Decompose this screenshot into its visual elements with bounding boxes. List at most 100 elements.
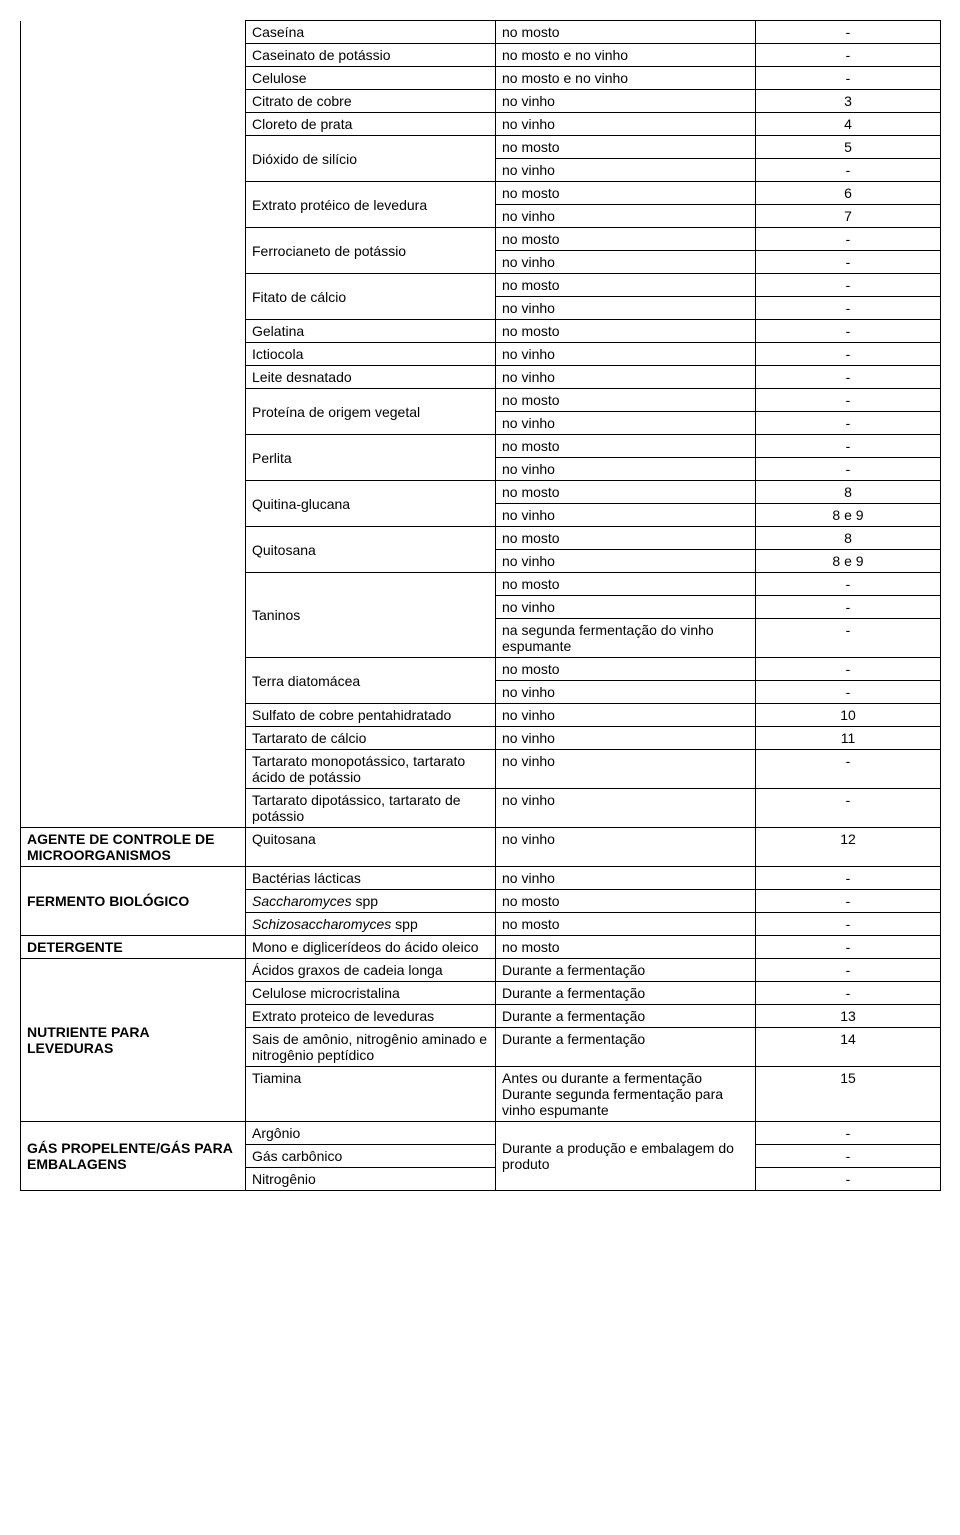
substance-cell: Quitosana bbox=[246, 828, 496, 867]
usage-cell: no mosto bbox=[496, 527, 756, 550]
usage-cell: Durante a produção e embalagem do produt… bbox=[496, 1122, 756, 1191]
substance-cell: Mono e diglicerídeos do ácido oleico bbox=[246, 936, 496, 959]
substance-cell: Terra diatomácea bbox=[246, 658, 496, 704]
category-cell bbox=[21, 21, 246, 828]
usage-cell: no mosto bbox=[496, 913, 756, 936]
substance-cell: Extrato proteico de leveduras bbox=[246, 1005, 496, 1028]
usage-cell: no vinho bbox=[496, 681, 756, 704]
note-cell: - bbox=[756, 658, 941, 681]
usage-cell: no vinho bbox=[496, 727, 756, 750]
usage-cell: no mosto bbox=[496, 890, 756, 913]
usage-cell: no vinho bbox=[496, 412, 756, 435]
substance-cell: Caseína bbox=[246, 21, 496, 44]
note-cell: 8 e 9 bbox=[756, 550, 941, 573]
table-row: Caseínano mosto- bbox=[21, 21, 941, 44]
note-cell: - bbox=[756, 913, 941, 936]
usage-cell: no mosto bbox=[496, 228, 756, 251]
substance-cell: Ferrocianeto de potássio bbox=[246, 228, 496, 274]
note-cell: - bbox=[756, 21, 941, 44]
note-cell: - bbox=[756, 458, 941, 481]
substance-table: Caseínano mosto-Caseinato de potássiono … bbox=[20, 20, 941, 1191]
note-cell: - bbox=[756, 867, 941, 890]
substance-cell: Quitosana bbox=[246, 527, 496, 573]
note-cell: - bbox=[756, 274, 941, 297]
note-cell: - bbox=[756, 573, 941, 596]
substance-cell: Tartarato dipotássico, tartarato de potá… bbox=[246, 789, 496, 828]
usage-cell: no vinho bbox=[496, 90, 756, 113]
note-cell: - bbox=[756, 251, 941, 274]
note-cell: - bbox=[756, 619, 941, 658]
note-cell: - bbox=[756, 389, 941, 412]
usage-cell: no vinho bbox=[496, 789, 756, 828]
note-cell: - bbox=[756, 789, 941, 828]
note-cell: - bbox=[756, 435, 941, 458]
usage-cell: no vinho bbox=[496, 458, 756, 481]
note-cell: 3 bbox=[756, 90, 941, 113]
note-cell: - bbox=[756, 1168, 941, 1191]
usage-cell: no vinho bbox=[496, 704, 756, 727]
note-cell: - bbox=[756, 412, 941, 435]
usage-cell: no vinho bbox=[496, 550, 756, 573]
substance-cell: Sulfato de cobre pentahidratado bbox=[246, 704, 496, 727]
substance-cell: Ácidos graxos de cadeia longa bbox=[246, 959, 496, 982]
note-cell: 11 bbox=[756, 727, 941, 750]
note-cell: - bbox=[756, 1145, 941, 1168]
note-cell: - bbox=[756, 44, 941, 67]
note-cell: - bbox=[756, 681, 941, 704]
note-cell: - bbox=[756, 750, 941, 789]
substance-cell: Nitrogênio bbox=[246, 1168, 496, 1191]
substance-cell: Perlita bbox=[246, 435, 496, 481]
note-cell: - bbox=[756, 596, 941, 619]
note-cell: 7 bbox=[756, 205, 941, 228]
note-cell: - bbox=[756, 366, 941, 389]
usage-cell: no mosto bbox=[496, 136, 756, 159]
note-cell: 15 bbox=[756, 1067, 941, 1122]
table-row: FERMENTO BIOLÓGICOBactérias lácticasno v… bbox=[21, 867, 941, 890]
substance-cell: Caseinato de potássio bbox=[246, 44, 496, 67]
note-cell: - bbox=[756, 936, 941, 959]
usage-cell: no vinho bbox=[496, 113, 756, 136]
substance-cell: Leite desnatado bbox=[246, 366, 496, 389]
note-cell: - bbox=[756, 297, 941, 320]
substance-cell: Proteína de origem vegetal bbox=[246, 389, 496, 435]
note-cell: - bbox=[756, 343, 941, 366]
usage-cell: no vinho bbox=[496, 596, 756, 619]
usage-cell: no mosto bbox=[496, 389, 756, 412]
substance-cell: Taninos bbox=[246, 573, 496, 658]
substance-cell: Tartarato monopotássico, tartarato ácido… bbox=[246, 750, 496, 789]
note-cell: 12 bbox=[756, 828, 941, 867]
substance-cell: Bactérias lácticas bbox=[246, 867, 496, 890]
note-cell: 4 bbox=[756, 113, 941, 136]
note-cell: 6 bbox=[756, 182, 941, 205]
usage-cell: no mosto e no vinho bbox=[496, 67, 756, 90]
substance-cell: Tiamina bbox=[246, 1067, 496, 1122]
substance-cell: Ictiocola bbox=[246, 343, 496, 366]
note-cell: 14 bbox=[756, 1028, 941, 1067]
usage-cell: no mosto bbox=[496, 435, 756, 458]
substance-cell: Celulose microcristalina bbox=[246, 982, 496, 1005]
table-row: GÁS PROPELENTE/GÁS PARA EMBALAGENSArgôni… bbox=[21, 1122, 941, 1145]
usage-cell: no mosto bbox=[496, 936, 756, 959]
usage-cell: Durante a fermentação bbox=[496, 1028, 756, 1067]
usage-cell: no mosto bbox=[496, 481, 756, 504]
usage-cell: Antes ou durante a fermentaçãoDurante se… bbox=[496, 1067, 756, 1122]
usage-cell: no mosto bbox=[496, 21, 756, 44]
note-cell: - bbox=[756, 67, 941, 90]
usage-cell: no vinho bbox=[496, 867, 756, 890]
usage-cell: no mosto e no vinho bbox=[496, 44, 756, 67]
usage-cell: no vinho bbox=[496, 205, 756, 228]
category-cell: AGENTE DE CONTROLE DE MICROORGANISMOS bbox=[21, 828, 246, 867]
category-cell: FERMENTO BIOLÓGICO bbox=[21, 867, 246, 936]
usage-cell: no vinho bbox=[496, 159, 756, 182]
substance-cell: Gelatina bbox=[246, 320, 496, 343]
usage-cell: no vinho bbox=[496, 828, 756, 867]
usage-cell: Durante a fermentação bbox=[496, 982, 756, 1005]
usage-cell: no vinho bbox=[496, 251, 756, 274]
substance-cell: Extrato protéico de levedura bbox=[246, 182, 496, 228]
usage-cell: no vinho bbox=[496, 750, 756, 789]
usage-cell: no mosto bbox=[496, 182, 756, 205]
note-cell: - bbox=[756, 890, 941, 913]
table-row: NUTRIENTE PARA LEVEDURASÁcidos graxos de… bbox=[21, 959, 941, 982]
usage-cell: no vinho bbox=[496, 297, 756, 320]
note-cell: - bbox=[756, 1122, 941, 1145]
